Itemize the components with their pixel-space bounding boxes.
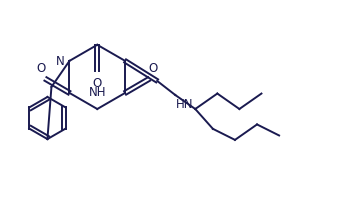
Text: HN: HN [176, 98, 194, 111]
Text: O: O [92, 77, 102, 90]
Text: O: O [37, 62, 46, 75]
Text: NH: NH [89, 86, 106, 99]
Text: O: O [149, 62, 158, 75]
Text: N: N [56, 55, 65, 68]
